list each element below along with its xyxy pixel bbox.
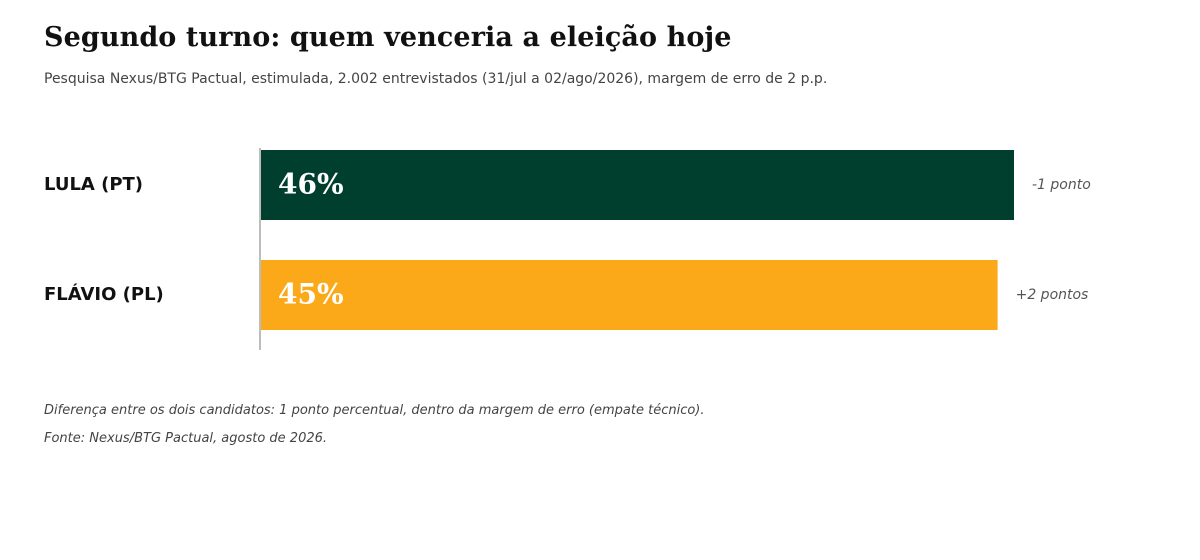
bar-value-label: 46%	[278, 168, 344, 201]
category-label: LULA (PT)	[44, 174, 143, 195]
bar	[260, 150, 1014, 220]
category-label: FLÁVIO (PL)	[44, 283, 164, 305]
source-note: Fonte: Nexus/BTG Pactual, agosto de 2026…	[44, 431, 328, 446]
change-label: +2 pontos	[1016, 287, 1089, 303]
change-label: -1 ponto	[1032, 177, 1091, 193]
bar	[260, 260, 998, 330]
chart-title: Segundo turno: quem venceria a eleição h…	[44, 22, 732, 53]
footnote: Diferença entre os dois candidatos: 1 po…	[44, 403, 705, 418]
chart-subtitle: Pesquisa Nexus/BTG Pactual, estimulada, …	[44, 71, 828, 87]
bar-value-label: 45%	[278, 278, 344, 311]
